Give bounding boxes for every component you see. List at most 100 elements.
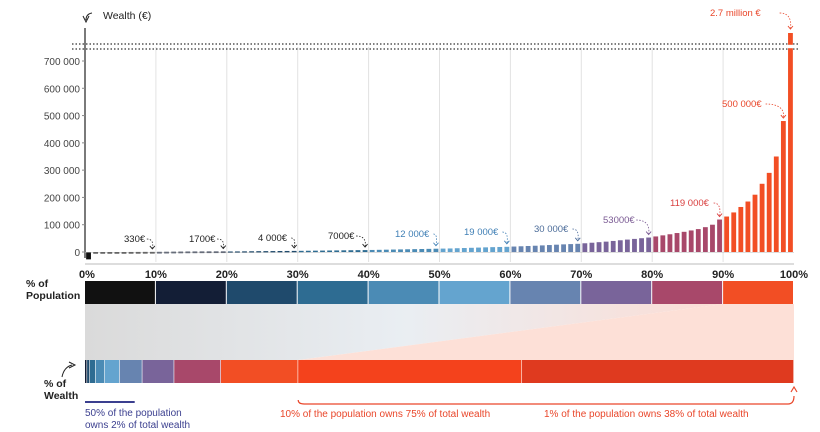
annotation-arrowhead (220, 245, 227, 250)
bar (362, 250, 368, 252)
annotation-leader (146, 238, 154, 249)
bar (603, 241, 609, 252)
bar (511, 246, 517, 252)
bar (745, 201, 751, 252)
annotation-leader (355, 235, 366, 248)
x-tick-label: 100% (780, 269, 808, 281)
decile-to-wealth-connector (85, 304, 794, 360)
wealth-share-segment (104, 360, 120, 383)
annotation-arrowhead (291, 244, 298, 249)
population-decile-segment (85, 281, 155, 304)
note-richest-1: 1% of the population owns 38% of total w… (544, 409, 749, 420)
bar (277, 251, 283, 253)
bar (433, 248, 439, 252)
bar (596, 242, 602, 252)
x-tick-label: 80% (641, 269, 663, 281)
bar (766, 172, 772, 252)
bar (561, 244, 566, 252)
bar (476, 247, 481, 252)
annotation-arrowhead (780, 114, 787, 119)
bar (426, 248, 432, 252)
x-axis: 0% 10% 20% 30% 40% 50% 60% 70% 80% 90% 100% (79, 263, 808, 281)
bar (589, 242, 595, 252)
annotation-label: 500 000€ (722, 99, 762, 110)
bar (298, 250, 304, 253)
bar (405, 249, 411, 252)
population-decile-segment (226, 281, 297, 304)
y-axis: 0 100 000 200 000 300 000 400 000 500 000 600 … (44, 10, 800, 259)
population-decile-segment (652, 281, 723, 304)
bar (710, 224, 715, 252)
bar (653, 236, 659, 252)
bar (355, 250, 361, 252)
bar (717, 219, 722, 252)
bar (447, 248, 453, 252)
annotation-arrowhead (574, 237, 581, 242)
bar (646, 237, 652, 252)
wealth-arrow (61, 364, 73, 378)
population-decile-segment (155, 281, 226, 304)
x-tick-label: 20% (216, 269, 238, 281)
bar (412, 249, 418, 252)
note-poorer-half-line1: 50% of the population (85, 408, 182, 419)
population-decile-segment (368, 281, 439, 304)
annotation-label: 12 000€ (395, 229, 430, 240)
annotation-arrowhead (787, 25, 794, 30)
richest-1-arrowhead (790, 385, 798, 393)
bar (546, 245, 552, 252)
x-tick-label: 30% (287, 269, 309, 281)
annotation-leader (779, 12, 792, 30)
annotation-leader (216, 238, 225, 249)
wealth-share-segment (95, 360, 105, 383)
population-label-line1: % of (26, 278, 49, 290)
annotation-arrowhead (149, 245, 156, 250)
bar (667, 234, 673, 252)
annotation-label: 1700€ (189, 234, 216, 245)
bar (235, 251, 240, 253)
y-tick-label: 100 000 (44, 221, 81, 232)
bar (313, 250, 318, 253)
bar (369, 249, 375, 252)
bar (256, 251, 262, 253)
wealth-share-segment (522, 360, 794, 383)
bar-break-gap (786, 44, 795, 49)
bar (391, 249, 396, 252)
bar (86, 252, 91, 260)
x-tick-label: 60% (499, 269, 521, 281)
bar (788, 33, 793, 252)
annotation-label: 7000€ (328, 231, 355, 242)
annotation-label: 19 000€ (464, 227, 499, 238)
annotation-arrowhead (716, 213, 723, 218)
connector-richest-10 (298, 304, 794, 360)
annotation-label: 330€ (124, 234, 146, 245)
bar (468, 247, 474, 252)
annotation-leader (713, 202, 721, 217)
annotation-label: 2.7 million € (710, 8, 761, 19)
x-tick-label: 0% (79, 269, 95, 281)
annotation-leader (291, 237, 296, 248)
annotation-label: 119 000€ (670, 198, 710, 209)
bar (632, 238, 637, 252)
x-tick-label: 90% (712, 269, 734, 281)
grid-lines (155, 47, 724, 262)
bar (639, 238, 644, 252)
bar (773, 156, 779, 252)
bar (752, 194, 758, 252)
y-tick-label: 700 000 (44, 57, 81, 68)
bar (497, 246, 503, 252)
annotation-leader (502, 231, 508, 244)
annotation-arrowhead (504, 240, 510, 245)
bar (681, 231, 687, 252)
bar (483, 247, 488, 252)
annotation-label: 53000€ (603, 215, 635, 226)
wealth-share-segment (174, 360, 221, 383)
bar (688, 230, 694, 252)
bar (284, 250, 290, 253)
y-tick-label: 200 000 (44, 193, 81, 204)
wealth-arrowhead (68, 361, 77, 369)
bar (398, 249, 403, 252)
wealth-share-segment (119, 360, 142, 383)
bar (724, 216, 730, 252)
